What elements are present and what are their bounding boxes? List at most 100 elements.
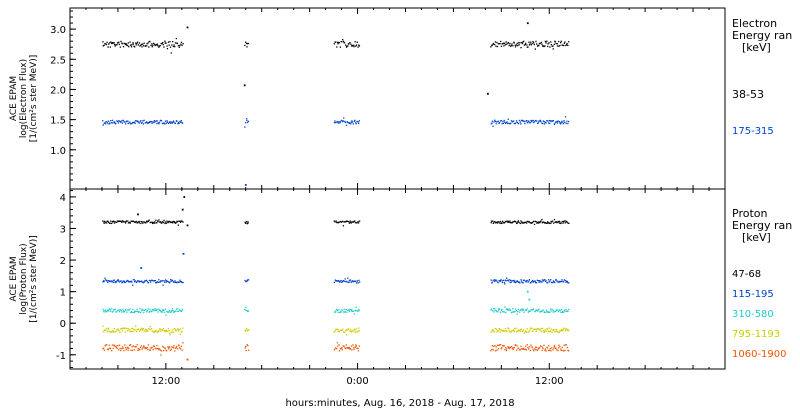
data-point — [114, 346, 116, 348]
data-point — [532, 279, 534, 282]
data-point — [558, 40, 560, 43]
data-point — [171, 279, 173, 281]
data-point — [353, 347, 355, 349]
data-point — [112, 347, 114, 349]
data-point — [121, 328, 123, 330]
data-point — [554, 346, 556, 348]
data-point — [162, 346, 164, 348]
data-point — [151, 122, 153, 124]
data-point — [561, 220, 563, 223]
data-point — [339, 310, 342, 312]
data-point — [343, 331, 346, 333]
data-point — [509, 309, 512, 311]
data-point — [134, 221, 136, 224]
data-point — [525, 309, 527, 311]
data-point — [175, 221, 177, 223]
data-point — [556, 280, 558, 282]
data-point — [522, 282, 524, 284]
data-point — [538, 308, 540, 311]
data-point — [174, 222, 176, 224]
data-point — [160, 311, 162, 313]
data-point — [353, 120, 356, 122]
data-point — [247, 42, 250, 45]
data-point — [333, 281, 335, 284]
data-point — [121, 221, 123, 223]
data-point — [550, 330, 552, 332]
data-point — [345, 280, 347, 283]
data-point — [539, 280, 541, 282]
data-point — [496, 329, 499, 331]
data-point — [510, 279, 512, 281]
data-point — [130, 311, 133, 313]
data-point — [122, 281, 124, 283]
data-point — [353, 348, 355, 351]
data-point — [181, 220, 183, 222]
data-point — [568, 308, 570, 311]
data-point — [342, 220, 344, 222]
data-point — [548, 122, 550, 124]
data-point — [508, 308, 510, 310]
data-point — [172, 346, 174, 349]
data-point — [107, 309, 109, 311]
data-point — [567, 350, 570, 352]
data-point — [173, 345, 175, 347]
y-axis-label: ACE EPAM — [9, 76, 19, 121]
data-point — [167, 122, 170, 125]
data-point — [169, 46, 172, 48]
data-point — [515, 331, 518, 333]
data-point — [125, 220, 128, 222]
data-point — [526, 222, 528, 224]
data-point — [552, 309, 554, 311]
data-point — [124, 43, 127, 46]
data-point — [520, 345, 522, 347]
data-point — [164, 222, 166, 225]
data-point — [113, 222, 116, 224]
data-point — [129, 308, 131, 310]
outlier-point — [186, 358, 189, 361]
data-point — [149, 41, 151, 43]
data-point — [347, 309, 349, 312]
data-point — [517, 123, 520, 125]
data-point — [244, 222, 247, 224]
data-point — [496, 280, 498, 282]
data-point — [495, 310, 497, 312]
data-point — [529, 310, 531, 312]
data-point — [494, 119, 496, 121]
data-point — [169, 220, 171, 223]
data-point — [520, 309, 522, 311]
data-point — [338, 344, 340, 346]
data-point — [504, 348, 506, 351]
legend-entry: 38-53 — [732, 88, 764, 101]
data-point — [107, 280, 110, 282]
data-point — [358, 330, 360, 332]
data-point — [349, 122, 351, 124]
data-point — [547, 349, 550, 352]
data-point — [563, 350, 565, 352]
data-point — [139, 349, 141, 351]
data-point — [357, 310, 359, 312]
data-point — [567, 222, 569, 224]
data-point — [525, 331, 527, 333]
data-point — [561, 44, 563, 46]
data-point — [548, 311, 550, 313]
data-point — [351, 330, 353, 332]
data-point — [136, 42, 138, 44]
data-point — [546, 346, 548, 348]
data-point — [173, 281, 175, 283]
data-point — [357, 46, 359, 48]
data-point — [110, 348, 112, 350]
data-point — [494, 41, 497, 43]
data-point — [562, 328, 565, 330]
data-point — [556, 329, 558, 331]
data-point — [163, 46, 165, 48]
data-point — [127, 42, 129, 44]
data-point — [498, 43, 500, 45]
data-point — [174, 46, 176, 48]
y-tick-label: -1 — [56, 351, 66, 362]
data-point — [537, 45, 539, 47]
data-point — [493, 43, 495, 45]
data-point — [348, 220, 350, 223]
data-point — [534, 281, 536, 283]
data-point — [502, 120, 504, 123]
x-tick-label: 12:00 — [535, 376, 564, 387]
